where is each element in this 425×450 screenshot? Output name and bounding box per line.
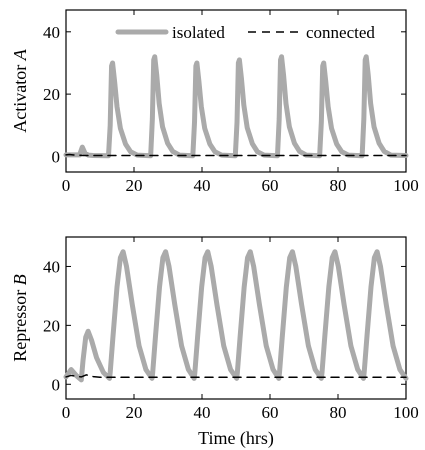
activator-x-tick-label: 0 — [62, 176, 71, 195]
repressor-connected-line — [65, 374, 407, 378]
repressor-x-tick-label: 80 — [330, 403, 347, 422]
repressor-y-tick-label: 0 — [52, 375, 61, 394]
legend-connected-label: connected — [306, 23, 375, 42]
repressor-isolated-line — [63, 249, 409, 383]
x-axis-label: Time (hrs) — [198, 428, 274, 449]
repressor-axes-frame — [65, 236, 407, 400]
activator-x-ticks: 0 20 40 60 80 100 — [62, 10, 419, 195]
repressor-y-tick-label: 20 — [43, 316, 60, 335]
repressor-y-axis-label: Repressor B — [10, 274, 30, 361]
activator-x-tick-label: 100 — [393, 176, 419, 195]
legend: isolated connected — [115, 23, 375, 42]
activator-connected-line — [65, 153, 407, 157]
repressor-x-tick-label: 20 — [126, 403, 143, 422]
activator-axes-frame — [65, 9, 407, 173]
repressor-x-tick-label: 40 — [194, 403, 211, 422]
activator-y-tick-label: 20 — [43, 85, 60, 104]
activator-x-tick-label: 40 — [194, 176, 211, 195]
legend-isolated-label: isolated — [172, 23, 225, 42]
repressor-y-tick-label: 40 — [43, 257, 60, 276]
repressor-x-tick-label: 60 — [262, 403, 279, 422]
repressor-x-tick-label: 0 — [62, 403, 71, 422]
activator-y-tick-label: 40 — [43, 23, 60, 42]
activator-panel: 0 20 40 0 20 40 60 80 100 Activator A isolated … — [10, 9, 419, 195]
repressor-x-tick-label: 100 — [393, 403, 419, 422]
activator-isolated-line — [63, 54, 409, 159]
activator-x-tick-label: 60 — [262, 176, 279, 195]
activator-series — [63, 54, 409, 159]
repressor-panel: 0 20 40 0 20 40 60 80 100 Repressor B Time (hrs… — [10, 236, 419, 449]
activator-y-ticks: 0 20 40 — [43, 23, 406, 166]
activator-y-axis-label: Activator A — [10, 48, 30, 132]
activator-x-tick-label: 80 — [330, 176, 347, 195]
repressor-y-ticks: 0 20 40 — [43, 257, 406, 394]
repressor-x-ticks: 0 20 40 60 80 100 — [62, 237, 419, 422]
activator-y-tick-label: 0 — [52, 147, 61, 166]
repressor-series — [63, 249, 409, 383]
activator-x-tick-label: 20 — [126, 176, 143, 195]
